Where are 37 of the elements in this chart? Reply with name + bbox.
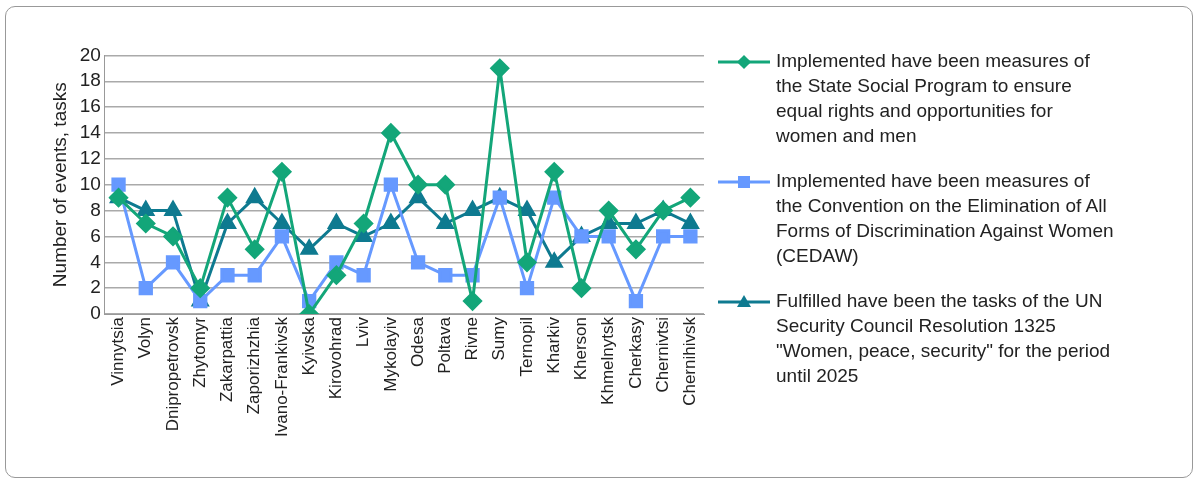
x-tick-label: Rivne xyxy=(462,317,482,361)
x-tick-label: Ivano-Frankivsk xyxy=(271,316,291,437)
legend-label: Implemented have been measures of the Convention on the Elimination of All Forms of Discrimination Against Women (CEDAW) xyxy=(776,169,1115,268)
y-tick-label: 10 xyxy=(79,172,101,194)
x-tick-label: Mykolayiv xyxy=(380,316,400,392)
y-tick-label: 6 xyxy=(90,224,101,246)
x-tick-label: Ternopil xyxy=(516,317,536,377)
x-tick-label: Khmelnytsk xyxy=(598,316,618,405)
x-tick-label: Vinnytsia xyxy=(108,316,128,386)
x-tick-label: Zakarpattia xyxy=(217,316,237,403)
x-tick-label: Poltava xyxy=(435,316,454,374)
x-tick-label: Odesa xyxy=(407,316,427,368)
y-tick-label: 20 xyxy=(79,43,101,65)
y-tick-label: 4 xyxy=(90,250,102,272)
x-tick-label: Zaporizhzhia xyxy=(244,316,264,415)
legend-label: Fulfilled have been the tasks of the UN Security Council Resolution 1325 "Women, peace, security" for the period until 2025 xyxy=(776,289,1112,388)
x-tick-label: Kyivska xyxy=(298,316,318,376)
x-tick-label: Lviv xyxy=(353,316,373,348)
x-tick-label: Dnipropetrovsk xyxy=(162,316,182,432)
x-tick-label: Kherson xyxy=(571,317,591,381)
y-tick-label: 2 xyxy=(90,276,101,298)
y-tick-label: 12 xyxy=(79,147,101,169)
y-tick-label: 18 xyxy=(79,69,101,91)
x-tick-label: Cherkasy xyxy=(625,316,645,389)
y-tick-label: 14 xyxy=(79,121,102,143)
y-tick-label: 8 xyxy=(90,198,101,220)
x-tick-label: Kharkiv xyxy=(543,316,563,374)
legend-label: Implemented have been measures of the State Social Program to ensure equal rights and opportunities for women and men xyxy=(776,49,1091,148)
x-tick-label: Zhytomyr xyxy=(189,316,209,388)
x-tick-label: Sumy xyxy=(489,316,509,361)
y-axis-title: Number of events, tasks xyxy=(48,82,70,288)
x-tick-label: Chernihivsk xyxy=(680,316,700,406)
y-tick-label: 0 xyxy=(90,302,101,324)
x-tick-label: Chernivtsi xyxy=(652,317,672,393)
x-tick-label: Volyn xyxy=(135,317,155,359)
x-tick-label: Kirovohrad xyxy=(326,317,346,400)
y-tick-label: 16 xyxy=(79,95,101,117)
